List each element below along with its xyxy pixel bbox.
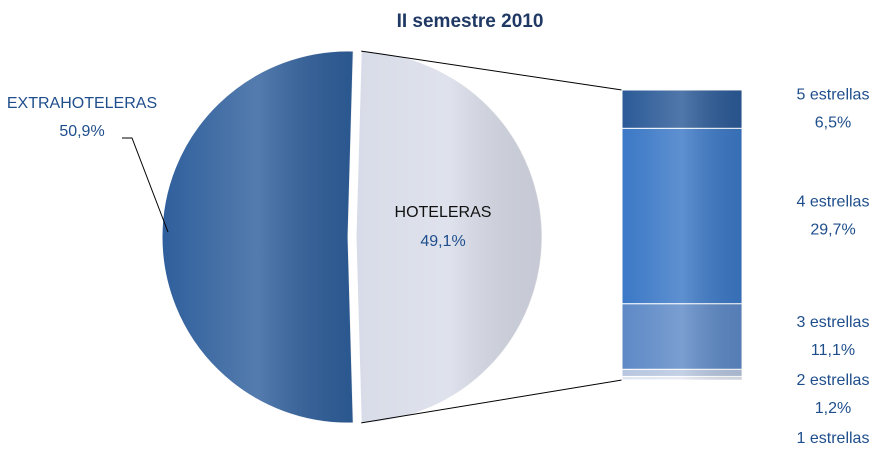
bar-label: 1 estrellas (797, 430, 870, 447)
bar-value-label: 6,5% (815, 114, 851, 131)
bar-gloss (622, 90, 742, 129)
pie-value-label: 49,1% (420, 233, 465, 250)
bar-label: 3 estrellas (797, 314, 870, 331)
pie-label: HOTELERAS (395, 204, 492, 221)
bar-gloss (622, 128, 742, 304)
chart-title: II semestre 2010 (397, 11, 544, 32)
pie-label: EXTRAHOTELERAS (7, 95, 157, 112)
bar-value-label: 11,1% (811, 342, 855, 359)
connector-line (361, 379, 623, 424)
bar-gloss (622, 376, 742, 380)
bar-value-label: 29,7% (810, 221, 855, 238)
bar-gloss (622, 303, 742, 370)
leader-line (122, 137, 169, 233)
bar-value-label: 1,2% (815, 400, 851, 417)
bar-label: 2 estrellas (797, 372, 870, 389)
pie-gloss (162, 51, 354, 423)
connector-line (361, 50, 623, 91)
pie-value-label: 50,9% (59, 123, 104, 140)
bar-label: 5 estrellas (797, 86, 870, 103)
bar-gloss (622, 369, 742, 377)
pie-gloss (356, 51, 543, 423)
bar-label: 4 estrellas (797, 193, 870, 210)
